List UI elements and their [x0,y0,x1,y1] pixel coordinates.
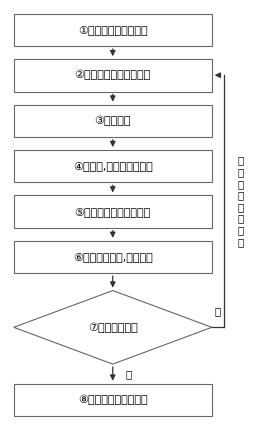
FancyBboxPatch shape [14,150,212,182]
Text: ④赋参数,计算至所需高度: ④赋参数,计算至所需高度 [73,161,153,171]
Text: ⑧调整参数，平衡计算: ⑧调整参数，平衡计算 [78,395,148,405]
FancyBboxPatch shape [14,14,212,46]
Text: ⑥删除兑余飗粒,平衡计算: ⑥删除兑余飗粒,平衡计算 [73,252,153,262]
Text: 是: 是 [126,369,132,379]
Text: ③生成飗粒: ③生成飗粒 [95,115,131,126]
FancyBboxPatch shape [14,59,212,92]
Text: ⑤设置飗粒间的相互作用: ⑤设置飗粒间的相互作用 [75,207,151,217]
Text: ②生产岩土体外围边界墙: ②生产岩土体外围边界墙 [75,70,151,80]
Text: 构
造
上
一
层
岩
土
层: 构 造 上 一 层 岩 土 层 [237,156,244,247]
Text: ①生成模型外围边界墙: ①生成模型外围边界墙 [78,25,148,35]
Text: 否: 否 [214,306,221,316]
Text: ⑦完成顶层构造: ⑦完成顶层构造 [88,322,138,332]
Polygon shape [14,290,212,364]
FancyBboxPatch shape [14,195,212,228]
FancyBboxPatch shape [14,105,212,137]
FancyBboxPatch shape [14,384,212,416]
FancyBboxPatch shape [14,241,212,273]
